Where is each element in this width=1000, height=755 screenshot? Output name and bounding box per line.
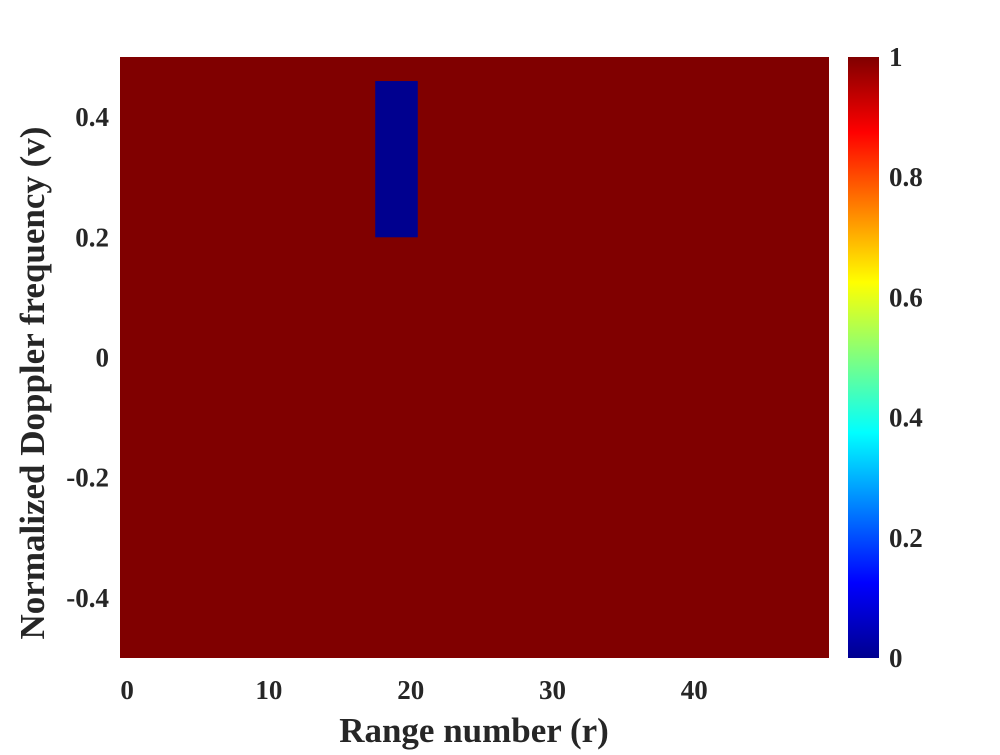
colorbar-tick-label: 0.6 [889,282,923,312]
colorbar-tick-label: 0.8 [889,162,923,192]
x-axis: 0 10 20 30 40 [120,675,707,705]
y-tick-label: -0.2 [66,463,109,493]
colorbar-tick-label: 0 [889,643,903,673]
heatmap-cell [375,81,418,238]
colorbar-tick-label: 0.2 [889,523,923,553]
colorbar-tick-label: 0.4 [889,403,923,433]
colorbar: 0 0.2 0.4 0.6 0.8 1 [848,42,923,673]
x-tick-label: 20 [397,675,424,705]
x-tick-label: 40 [681,675,708,705]
y-tick-label: -0.4 [66,583,109,613]
y-tick-label: 0.2 [75,222,109,252]
heatmap-background [120,57,829,658]
y-tick-label: 0.4 [75,102,109,132]
x-axis-label: Range number (r) [339,711,609,750]
colorbar-tick-label: 1 [889,42,903,72]
y-axis-label: Normalized Doppler frequency (v) [13,127,52,640]
x-tick-label: 30 [539,675,566,705]
plot-area [120,57,829,658]
y-tick-label: 0 [96,343,110,373]
x-tick-label: 0 [120,675,134,705]
colorbar-gradient [848,57,879,658]
y-axis: -0.4 -0.2 0 0.2 0.4 [66,102,109,613]
x-tick-label: 10 [255,675,282,705]
